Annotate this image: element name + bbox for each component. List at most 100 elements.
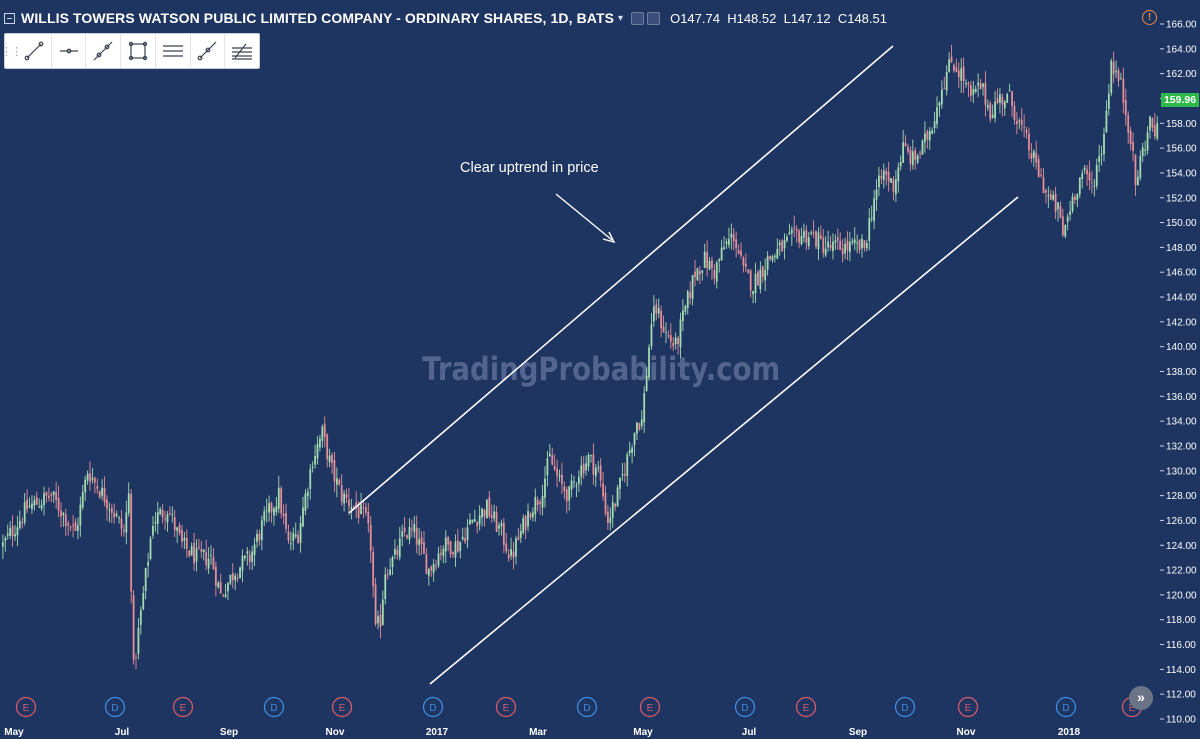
candle: [273, 506, 275, 526]
candle: [447, 535, 450, 551]
alert-icon[interactable]: !: [1142, 10, 1157, 25]
candle: [311, 461, 314, 473]
candle: [195, 539, 198, 572]
candle-body: [396, 549, 399, 555]
candle-body: [289, 543, 292, 545]
hide-icon[interactable]: [647, 11, 661, 25]
candle: [667, 330, 670, 339]
candle: [486, 498, 488, 519]
candle: [304, 489, 307, 516]
candle-body: [841, 248, 844, 255]
candle: [1071, 192, 1074, 214]
candle: [708, 256, 711, 271]
candle: [880, 169, 883, 184]
candle-body: [115, 514, 118, 516]
earnings-marker: E: [639, 696, 661, 718]
horizontal-ray-icon[interactable]: [52, 34, 87, 68]
symbol-title[interactable]: WILLIS TOWERS WATSON PUBLIC LIMITED COMP…: [21, 10, 615, 26]
candle-body: [531, 512, 534, 518]
chevron-down-icon[interactable]: ▾: [618, 12, 624, 24]
rectangle-icon[interactable]: [121, 34, 156, 68]
candle-body: [86, 473, 89, 481]
candle: [328, 448, 331, 468]
candle: [1057, 201, 1059, 222]
candle: [309, 463, 312, 500]
candle: [715, 260, 718, 289]
trend-line-icon[interactable]: [17, 34, 52, 68]
candle-body: [754, 273, 757, 294]
candle: [432, 559, 435, 582]
candle: [152, 515, 154, 539]
candle-body: [367, 511, 370, 524]
candle-body: [534, 496, 537, 515]
candles: [2, 44, 1159, 670]
drag-handle-icon[interactable]: ⋮⋮: [1, 45, 22, 58]
candle: [1139, 150, 1142, 181]
candle-body: [740, 250, 742, 256]
candle: [761, 265, 764, 283]
candle-body: [427, 569, 430, 576]
candle-body: [933, 121, 936, 128]
x-tick-label: Sep: [220, 727, 238, 738]
candle-body: [732, 234, 735, 242]
y-tick-label: 156.00: [1166, 144, 1197, 155]
candle: [539, 499, 542, 515]
candle: [773, 253, 776, 263]
candle: [57, 485, 60, 518]
price-axis: 110.00 112.00 114.00 116.00 118.00 120.00 122.…: [1160, 20, 1197, 726]
candle-body: [577, 476, 580, 484]
candle-body: [423, 542, 425, 555]
candle-body: [609, 517, 612, 523]
candle: [856, 234, 859, 254]
candle-body: [960, 68, 963, 81]
candle-body: [297, 535, 300, 543]
candle-body: [430, 566, 433, 571]
candle-body: [1110, 60, 1113, 94]
candle-body: [694, 271, 696, 278]
candle: [1129, 126, 1132, 151]
candle-body: [648, 347, 650, 378]
candle: [389, 558, 391, 576]
candle-body: [1081, 173, 1084, 179]
candle: [512, 542, 515, 570]
candle-body: [1028, 133, 1030, 151]
candle: [740, 242, 742, 259]
candle: [1059, 201, 1062, 219]
candle-body: [970, 85, 972, 96]
candle-body: [657, 308, 660, 314]
collapse-icon[interactable]: [4, 12, 15, 24]
candle-body: [1064, 225, 1067, 237]
candle: [306, 487, 309, 509]
candle: [222, 593, 225, 598]
candle: [851, 237, 854, 246]
candle: [471, 519, 474, 524]
candle: [742, 255, 745, 273]
candle: [524, 514, 527, 540]
candle-body: [1149, 116, 1151, 131]
scroll-to-latest-button[interactable]: »: [1129, 686, 1153, 710]
candle: [790, 226, 793, 246]
candle-body: [873, 198, 875, 222]
candle-body: [556, 468, 558, 476]
settings-icon[interactable]: [631, 11, 645, 25]
candle: [490, 504, 493, 523]
candle-body: [1011, 91, 1013, 107]
ray-icon[interactable]: [191, 34, 226, 68]
candle-body: [55, 492, 58, 501]
candle-body: [541, 495, 544, 508]
extended-line-icon[interactable]: [86, 34, 122, 68]
candle-body: [1105, 110, 1108, 133]
parallel-channel-icon[interactable]: [156, 34, 191, 68]
fib-retracement-icon[interactable]: [225, 34, 259, 68]
candle: [599, 458, 602, 488]
candle: [553, 454, 556, 472]
candle: [534, 488, 537, 522]
candle: [423, 530, 425, 555]
candle: [507, 549, 510, 562]
candle-body: [401, 531, 404, 537]
candle: [510, 537, 512, 560]
candle-body: [582, 464, 585, 474]
candle: [396, 545, 399, 560]
y-tick-label: 114.00: [1166, 665, 1196, 676]
